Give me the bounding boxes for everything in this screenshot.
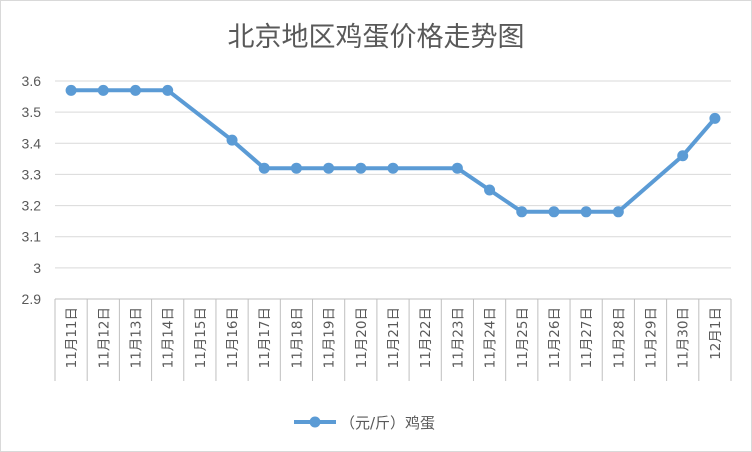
data-point xyxy=(258,162,270,174)
x-tick-label: 12月1日 xyxy=(708,307,724,360)
x-tick-label: 11月14日 xyxy=(161,307,177,368)
data-point xyxy=(323,162,335,174)
data-point xyxy=(97,84,109,96)
data-point xyxy=(387,162,399,174)
data-point xyxy=(451,162,463,174)
x-tick-label: 11月17日 xyxy=(257,307,273,368)
x-tick-label: 11月27日 xyxy=(579,307,595,368)
x-tick-label: 11月13日 xyxy=(128,307,144,368)
x-tick-label: 11月23日 xyxy=(450,307,466,368)
x-tick-label: 11月29日 xyxy=(644,307,660,368)
data-point xyxy=(65,84,77,96)
gridlines xyxy=(55,80,731,300)
x-tick-label: 11月24日 xyxy=(483,307,499,368)
x-tick-label: 11月20日 xyxy=(354,307,370,368)
x-tick-label: 11月30日 xyxy=(676,307,692,368)
data-point xyxy=(677,150,689,162)
legend-series-label: （元/斤）鸡蛋 xyxy=(340,414,435,432)
series-line xyxy=(69,88,717,214)
data-point xyxy=(290,162,302,174)
x-tick-label: 11月18日 xyxy=(289,307,305,368)
series-layer xyxy=(65,84,721,218)
chart-title: 北京地区鸡蛋价格走势图 xyxy=(228,22,525,53)
x-tick-label: 11月16日 xyxy=(225,307,241,368)
legend-point-marker xyxy=(309,416,321,428)
y-tick-label: 3.3 xyxy=(22,166,42,182)
x-axis-ticks: 11月11日 11月12日 11月13日 11月14日 11月15日 11月16日 11月1… xyxy=(54,299,732,381)
data-point xyxy=(162,84,174,96)
x-tick-label: 11月25日 xyxy=(515,307,531,368)
y-tick-label: 3.1 xyxy=(22,229,42,245)
y-tick-label: 3.6 xyxy=(22,73,42,89)
y-axis-ticks: 2.9 3 3.1 3.2 3.3 3.4 3.5 3.6 xyxy=(22,73,42,307)
data-point xyxy=(709,112,721,124)
data-point xyxy=(355,162,367,174)
x-tick-label: 11月22日 xyxy=(418,307,434,368)
data-point xyxy=(516,206,528,218)
x-tick-label: 11月26日 xyxy=(547,307,563,368)
data-point xyxy=(484,184,496,196)
y-tick-label: 3.2 xyxy=(22,198,42,214)
y-tick-label: 3.5 xyxy=(22,104,42,120)
x-tick-label: 11月19日 xyxy=(322,307,338,368)
legend: （元/斤）鸡蛋 xyxy=(294,414,435,432)
data-point xyxy=(226,134,238,146)
x-tick-label: 11月12日 xyxy=(96,307,112,368)
data-point xyxy=(612,206,624,218)
y-tick-label: 3.4 xyxy=(22,135,42,151)
x-tick-label: 11月15日 xyxy=(193,307,209,368)
x-tick-label: 11月11日 xyxy=(64,307,80,368)
y-tick-label: 2.9 xyxy=(22,291,42,307)
x-tick-label: 11月21日 xyxy=(386,307,402,368)
x-tick-label: 11月28日 xyxy=(611,307,627,368)
data-point xyxy=(580,206,592,218)
data-point xyxy=(548,206,560,218)
data-point xyxy=(129,84,141,96)
y-tick-label: 3 xyxy=(33,260,41,276)
